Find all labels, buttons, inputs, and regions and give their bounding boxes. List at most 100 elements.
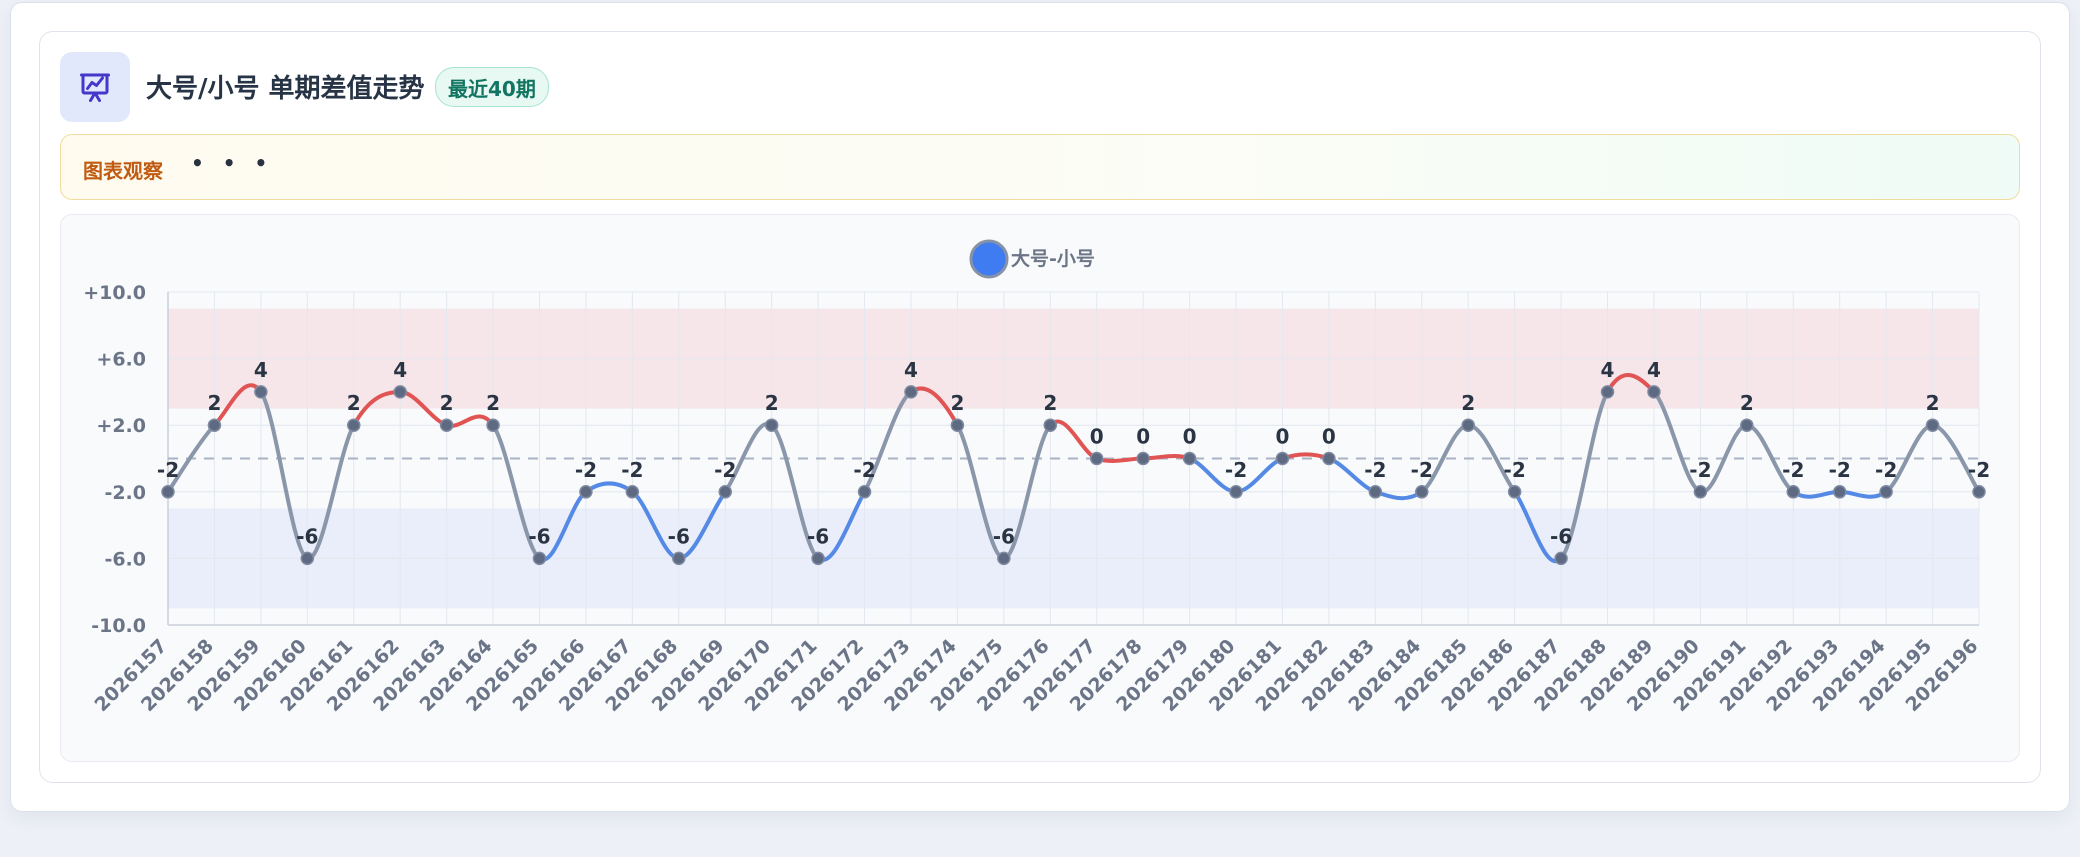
data-point[interactable] (1275, 451, 1290, 466)
series-segment (1837, 489, 1889, 499)
data-label: -6 (1550, 524, 1572, 548)
data-label: -2 (1364, 458, 1386, 482)
y-tick-label: +10.0 (83, 282, 146, 304)
data-point[interactable] (625, 485, 640, 499)
data-label: -2 (1504, 458, 1526, 482)
data-point[interactable] (672, 551, 686, 566)
observation-bar[interactable]: 图表观察 • • • (60, 134, 2020, 200)
data-point[interactable] (1879, 485, 1893, 499)
data-point[interactable] (1647, 385, 1661, 399)
series-segment (491, 423, 542, 561)
data-point[interactable] (1136, 451, 1150, 466)
data-label: 4 (1647, 358, 1661, 382)
data-point[interactable] (532, 551, 547, 566)
series-segment (1791, 489, 1842, 499)
data-point[interactable] (1461, 418, 1475, 432)
data-label: 4 (1601, 358, 1615, 382)
data-point[interactable] (1368, 485, 1383, 499)
data-point[interactable] (300, 551, 315, 566)
data-point[interactable] (950, 418, 965, 432)
data-label: 2 (950, 391, 964, 415)
data-point[interactable] (393, 385, 407, 399)
legend-marker (969, 239, 1009, 279)
data-point[interactable] (718, 485, 732, 499)
period-badge: 最近40期 (435, 67, 549, 107)
data-label: -2 (621, 458, 643, 482)
data-point[interactable] (161, 485, 175, 499)
data-label: -2 (1968, 458, 1990, 482)
y-tick-label: -6.0 (104, 548, 146, 570)
data-label: 2 (207, 391, 221, 415)
y-tick-label: -2.0 (104, 482, 146, 504)
data-label: 2 (440, 391, 454, 415)
data-label: 2 (1926, 391, 1940, 415)
data-point[interactable] (857, 485, 872, 499)
data-point[interactable] (1925, 418, 1940, 432)
data-label: 2 (1043, 391, 1057, 415)
page-title: 大号/小号 单期差值走势 (146, 74, 425, 104)
data-point[interactable] (486, 418, 500, 432)
data-label: -2 (575, 458, 597, 482)
y-tick-label: -10.0 (91, 615, 146, 637)
data-label: 2 (347, 391, 361, 415)
data-label: 4 (904, 358, 918, 382)
data-point[interactable] (207, 418, 222, 432)
data-point[interactable] (1322, 451, 1336, 466)
data-point[interactable] (1415, 485, 1429, 499)
data-label: -6 (296, 524, 318, 548)
data-point[interactable] (1507, 485, 1522, 499)
data-label: 2 (1740, 391, 1754, 415)
data-point[interactable] (254, 385, 268, 399)
data-point[interactable] (1972, 485, 1986, 499)
data-label: 0 (1136, 425, 1150, 449)
legend[interactable]: 大号-小号 (969, 239, 1095, 279)
data-point[interactable] (764, 418, 779, 432)
data-label: 0 (1090, 425, 1104, 449)
data-label: -2 (1829, 458, 1851, 482)
data-label: -6 (993, 524, 1015, 548)
series-segment (955, 423, 1006, 561)
series-segment (1141, 454, 1192, 461)
data-label: -2 (1225, 458, 1247, 482)
data-label: 4 (393, 358, 407, 382)
data-label: -2 (1782, 458, 1804, 482)
data-point[interactable] (1089, 451, 1104, 466)
data-point[interactable] (439, 418, 454, 432)
series-segment (769, 423, 821, 561)
data-point[interactable] (1693, 485, 1708, 499)
series-segment (583, 481, 635, 494)
series-segment (862, 389, 913, 494)
data-label: 4 (254, 358, 268, 382)
data-label: -6 (668, 524, 690, 548)
series-segment (444, 414, 496, 428)
series-segment (1001, 423, 1053, 561)
data-point[interactable] (346, 418, 361, 432)
data-point[interactable] (579, 485, 593, 499)
data-label: 2 (765, 391, 779, 415)
y-tick-label: +6.0 (96, 349, 146, 371)
data-point[interactable] (1229, 485, 1243, 499)
data-label: 2 (486, 391, 500, 415)
data-point[interactable] (904, 385, 918, 399)
data-label: -2 (1411, 458, 1433, 482)
data-point[interactable] (1554, 551, 1568, 566)
data-label: -2 (1875, 458, 1897, 482)
data-point[interactable] (1832, 485, 1847, 499)
data-label: 0 (1322, 425, 1336, 449)
data-label: -2 (1689, 458, 1711, 482)
observation-label: 图表观察 (83, 159, 163, 183)
data-point[interactable] (1600, 385, 1615, 399)
data-label: 0 (1276, 425, 1290, 449)
data-point[interactable] (811, 551, 825, 566)
series-segment (258, 389, 310, 561)
data-point[interactable] (997, 551, 1011, 566)
presentation-chart-icon (60, 52, 130, 122)
data-label: 0 (1183, 425, 1197, 449)
series-segment (1559, 389, 1610, 561)
data-point[interactable] (1740, 418, 1754, 432)
data-point[interactable] (1786, 485, 1801, 499)
data-label: -6 (807, 524, 829, 548)
data-point[interactable] (1043, 418, 1058, 432)
data-point[interactable] (1182, 451, 1197, 466)
